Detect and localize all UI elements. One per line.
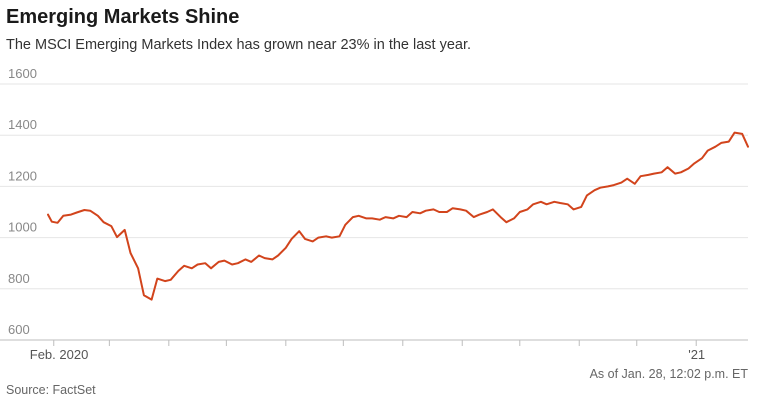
y-tick-label-1200: 1200 <box>8 168 37 183</box>
timestamp-note: As of Jan. 28, 12:02 p.m. ET <box>589 367 748 381</box>
chart-title: Emerging Markets Shine <box>6 6 240 28</box>
x-tick-label-0: Feb. 2020 <box>30 347 89 362</box>
y-tick-label-600: 600 <box>8 322 30 337</box>
y-tick-label-1400: 1400 <box>8 117 37 132</box>
y-tick-label-1000: 1000 <box>8 220 37 235</box>
series-line-0 <box>47 131 749 301</box>
y-tick-label-1600: 1600 <box>8 66 37 81</box>
source-note: Source: FactSet <box>6 383 96 397</box>
x-tick-label-1: '21 <box>688 347 705 362</box>
y-tick-label-800: 800 <box>8 271 30 286</box>
chart-subtitle: The MSCI Emerging Markets Index has grow… <box>6 37 472 53</box>
